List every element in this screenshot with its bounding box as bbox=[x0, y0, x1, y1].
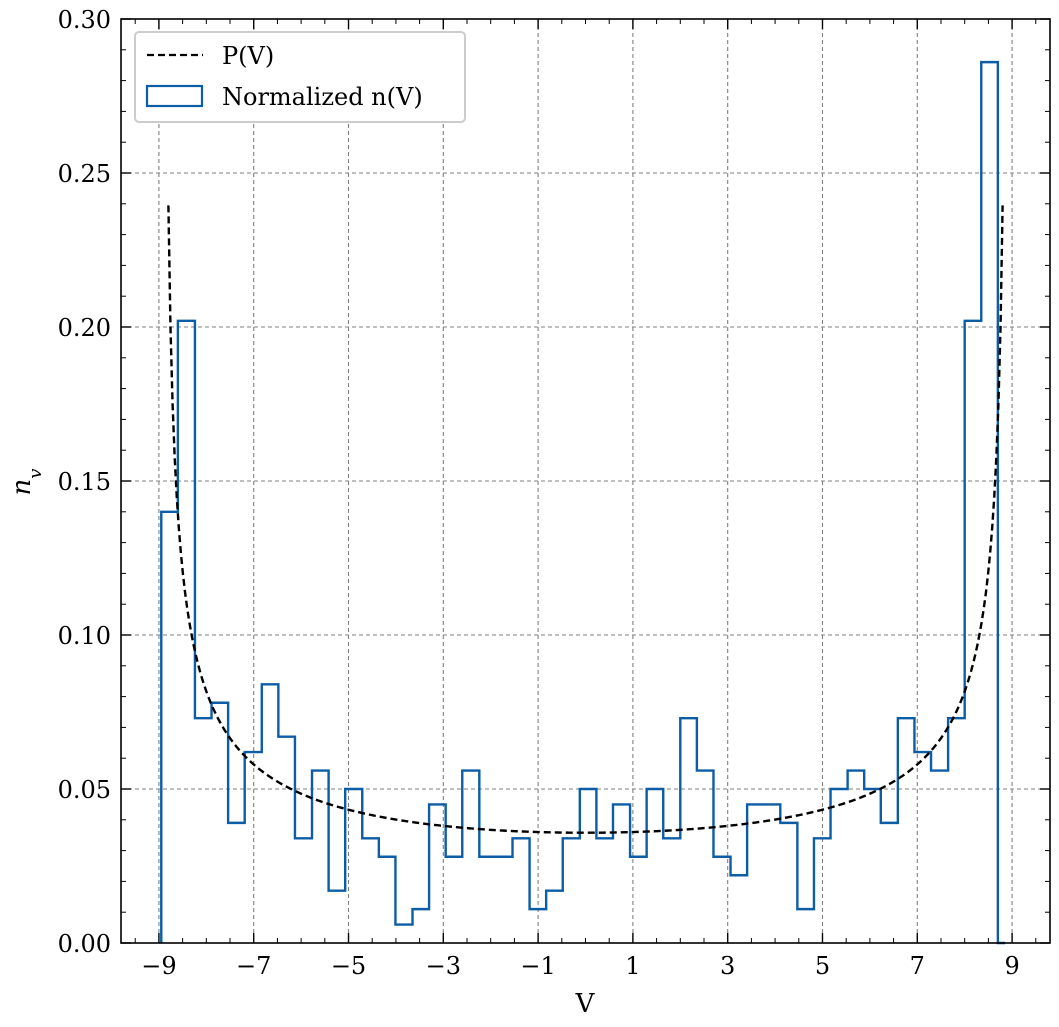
histogram-bin-18 bbox=[462, 771, 479, 943]
y-tick-label-6: 0.30 bbox=[58, 6, 111, 34]
y-tick-label-3: 0.15 bbox=[58, 468, 111, 496]
histogram-bin-48 bbox=[965, 321, 982, 943]
histogram-bin-12 bbox=[362, 838, 379, 943]
tick-labels: −9 −7 −5 −3 −1 1 3 5 7 9 0.00 0.05 0.10 0.15 0.20 0.25 0… bbox=[58, 6, 1020, 980]
histogram-bin-10 bbox=[329, 891, 346, 943]
histogram-bin-34 bbox=[731, 875, 748, 943]
pdf-curve-line bbox=[167, 205, 1004, 834]
histogram-bin-3 bbox=[212, 703, 229, 943]
histogram-bin-14 bbox=[395, 925, 412, 943]
histogram-bin-42 bbox=[864, 789, 881, 943]
histogram-bin-20 bbox=[496, 857, 513, 943]
histogram-bin-21 bbox=[513, 838, 530, 943]
histogram-bin-38 bbox=[797, 909, 814, 943]
histogram-bin-37 bbox=[780, 823, 797, 943]
histogram-bin-9 bbox=[312, 771, 329, 943]
histogram-bin-47 bbox=[948, 718, 965, 943]
histogram-bin-33 bbox=[713, 857, 730, 943]
histogram-bin-13 bbox=[379, 857, 396, 943]
x-tick-label-6: 3 bbox=[720, 952, 735, 980]
axes bbox=[120, 18, 1051, 944]
histogram-bin-32 bbox=[697, 771, 714, 943]
histogram-bin-30 bbox=[663, 838, 680, 943]
x-tick-label-4: −1 bbox=[520, 952, 555, 980]
x-tick-label-3: −3 bbox=[426, 952, 461, 980]
histogram-bin-46 bbox=[931, 771, 948, 943]
histogram-bin-23 bbox=[546, 891, 563, 943]
histogram-bin-0 bbox=[161, 512, 178, 943]
histogram-bin-28 bbox=[630, 857, 647, 943]
histogram-bin-24 bbox=[563, 838, 580, 943]
histogram-series bbox=[160, 60, 1005, 945]
legend: P(V) Normalized n(V) bbox=[134, 31, 466, 123]
legend-label-pdf: P(V) bbox=[222, 42, 274, 70]
y-tick-label-1: 0.05 bbox=[58, 776, 111, 804]
histogram-bin-44 bbox=[898, 718, 915, 943]
histogram-bin-35 bbox=[747, 804, 764, 943]
x-tick-label-2: −5 bbox=[331, 952, 366, 980]
histogram-bin-31 bbox=[680, 718, 697, 943]
histogram-bin-25 bbox=[580, 789, 597, 943]
y-tick-label-2: 0.10 bbox=[58, 622, 111, 650]
legend-swatch-hist bbox=[145, 84, 204, 108]
histogram-bin-40 bbox=[831, 789, 848, 943]
histogram-bin-26 bbox=[596, 838, 613, 943]
histogram-step-outline bbox=[160, 60, 1005, 945]
pdf-curve-series bbox=[167, 205, 1004, 834]
histogram-bin-29 bbox=[647, 789, 664, 943]
histogram-bin-27 bbox=[613, 804, 630, 943]
x-tick-label-1: −7 bbox=[236, 952, 271, 980]
x-tick-label-7: 5 bbox=[815, 952, 830, 980]
y-tick-label-0: 0.00 bbox=[58, 930, 111, 958]
histogram-bin-45 bbox=[914, 752, 931, 943]
histogram-bin-1 bbox=[178, 321, 195, 943]
y-axis-title: nv bbox=[7, 469, 46, 496]
x-tick-label-8: 7 bbox=[910, 952, 925, 980]
histogram-bin-43 bbox=[881, 823, 898, 943]
histogram-bin-17 bbox=[446, 857, 463, 943]
histogram-bin-49 bbox=[981, 62, 998, 943]
histogram-bin-5 bbox=[245, 752, 262, 943]
histogram-bin-39 bbox=[814, 838, 831, 943]
histogram-bin-19 bbox=[479, 857, 496, 943]
x-tick-label-0: −9 bbox=[141, 952, 176, 980]
x-tick-label-5: 1 bbox=[625, 952, 640, 980]
histogram-bin-6 bbox=[262, 684, 279, 943]
x-tick-label-9: 9 bbox=[1004, 952, 1019, 980]
y-tick-label-4: 0.20 bbox=[58, 314, 111, 342]
legend-box bbox=[134, 31, 466, 123]
histogram-bin-2 bbox=[195, 718, 212, 943]
x-axis-title: V bbox=[575, 989, 596, 1019]
histogram-bin-15 bbox=[412, 909, 429, 943]
histogram-bin-8 bbox=[295, 838, 312, 943]
y-tick-label-5: 0.25 bbox=[58, 160, 111, 188]
histogram-bin-36 bbox=[764, 804, 781, 943]
histogram-bin-7 bbox=[278, 737, 295, 943]
legend-label-hist: Normalized n(V) bbox=[222, 83, 423, 111]
histogram-bin-4 bbox=[228, 823, 245, 943]
